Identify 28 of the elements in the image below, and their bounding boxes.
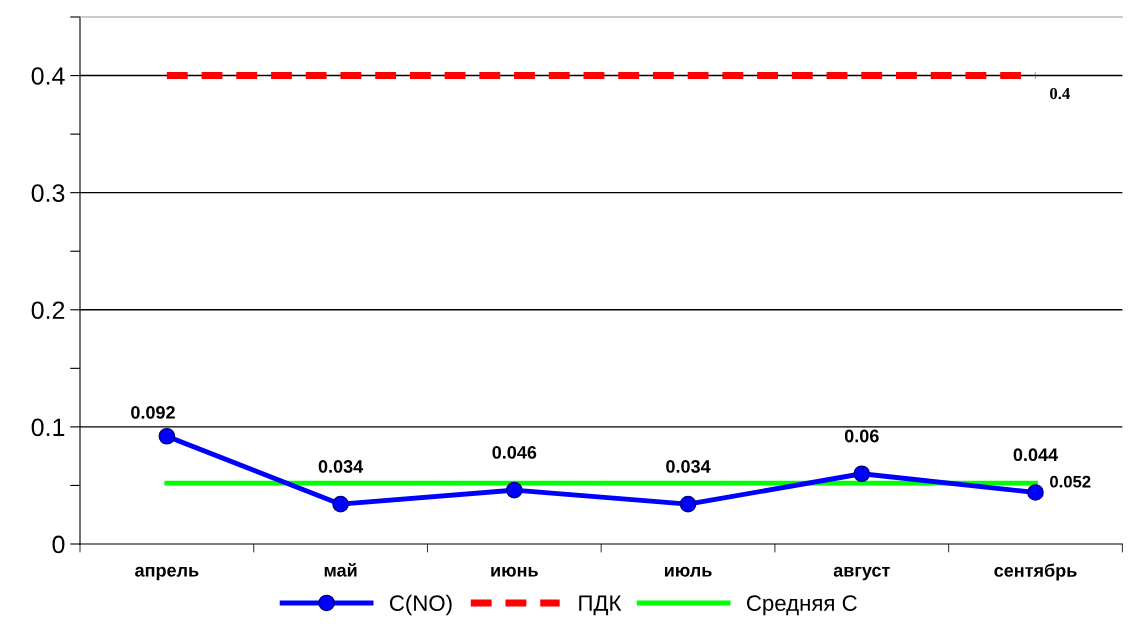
y-tick-label: 0.2: [31, 301, 65, 320]
x-tick-label: май: [324, 563, 357, 577]
point: [158, 427, 176, 445]
data-label: 0.046: [492, 446, 537, 459]
x-tick-label: июнь: [491, 566, 538, 577]
data-label: 0.052: [1050, 475, 1091, 488]
data-label: 0.034: [318, 460, 364, 473]
x-tick-label: апрель: [135, 566, 199, 581]
x-tick-label: сентябрь: [994, 563, 1077, 581]
x-tick-label: июль: [664, 566, 712, 577]
legend-label: C(NO): [389, 594, 452, 616]
point: [1027, 484, 1044, 501]
x-tick-label: август: [833, 566, 890, 581]
point: [332, 495, 349, 513]
point: [853, 465, 871, 483]
legend-label: ПДК: [579, 595, 622, 616]
y-tick-label: 0: [52, 535, 65, 554]
data-label: 0.06: [844, 429, 879, 443]
data-label: 0.034: [666, 460, 711, 473]
y-tick-label: 0.4: [31, 67, 65, 85]
point: [505, 481, 523, 499]
point: [679, 495, 697, 513]
data-label: 0.4: [1050, 87, 1070, 100]
data-label: 0.044: [1013, 448, 1058, 462]
data-label: 0.092: [131, 406, 175, 419]
y-tick-label: 0.1: [31, 418, 65, 437]
y-tick-label: 0.3: [31, 184, 65, 202]
legend-label: Средняя С: [746, 595, 857, 616]
